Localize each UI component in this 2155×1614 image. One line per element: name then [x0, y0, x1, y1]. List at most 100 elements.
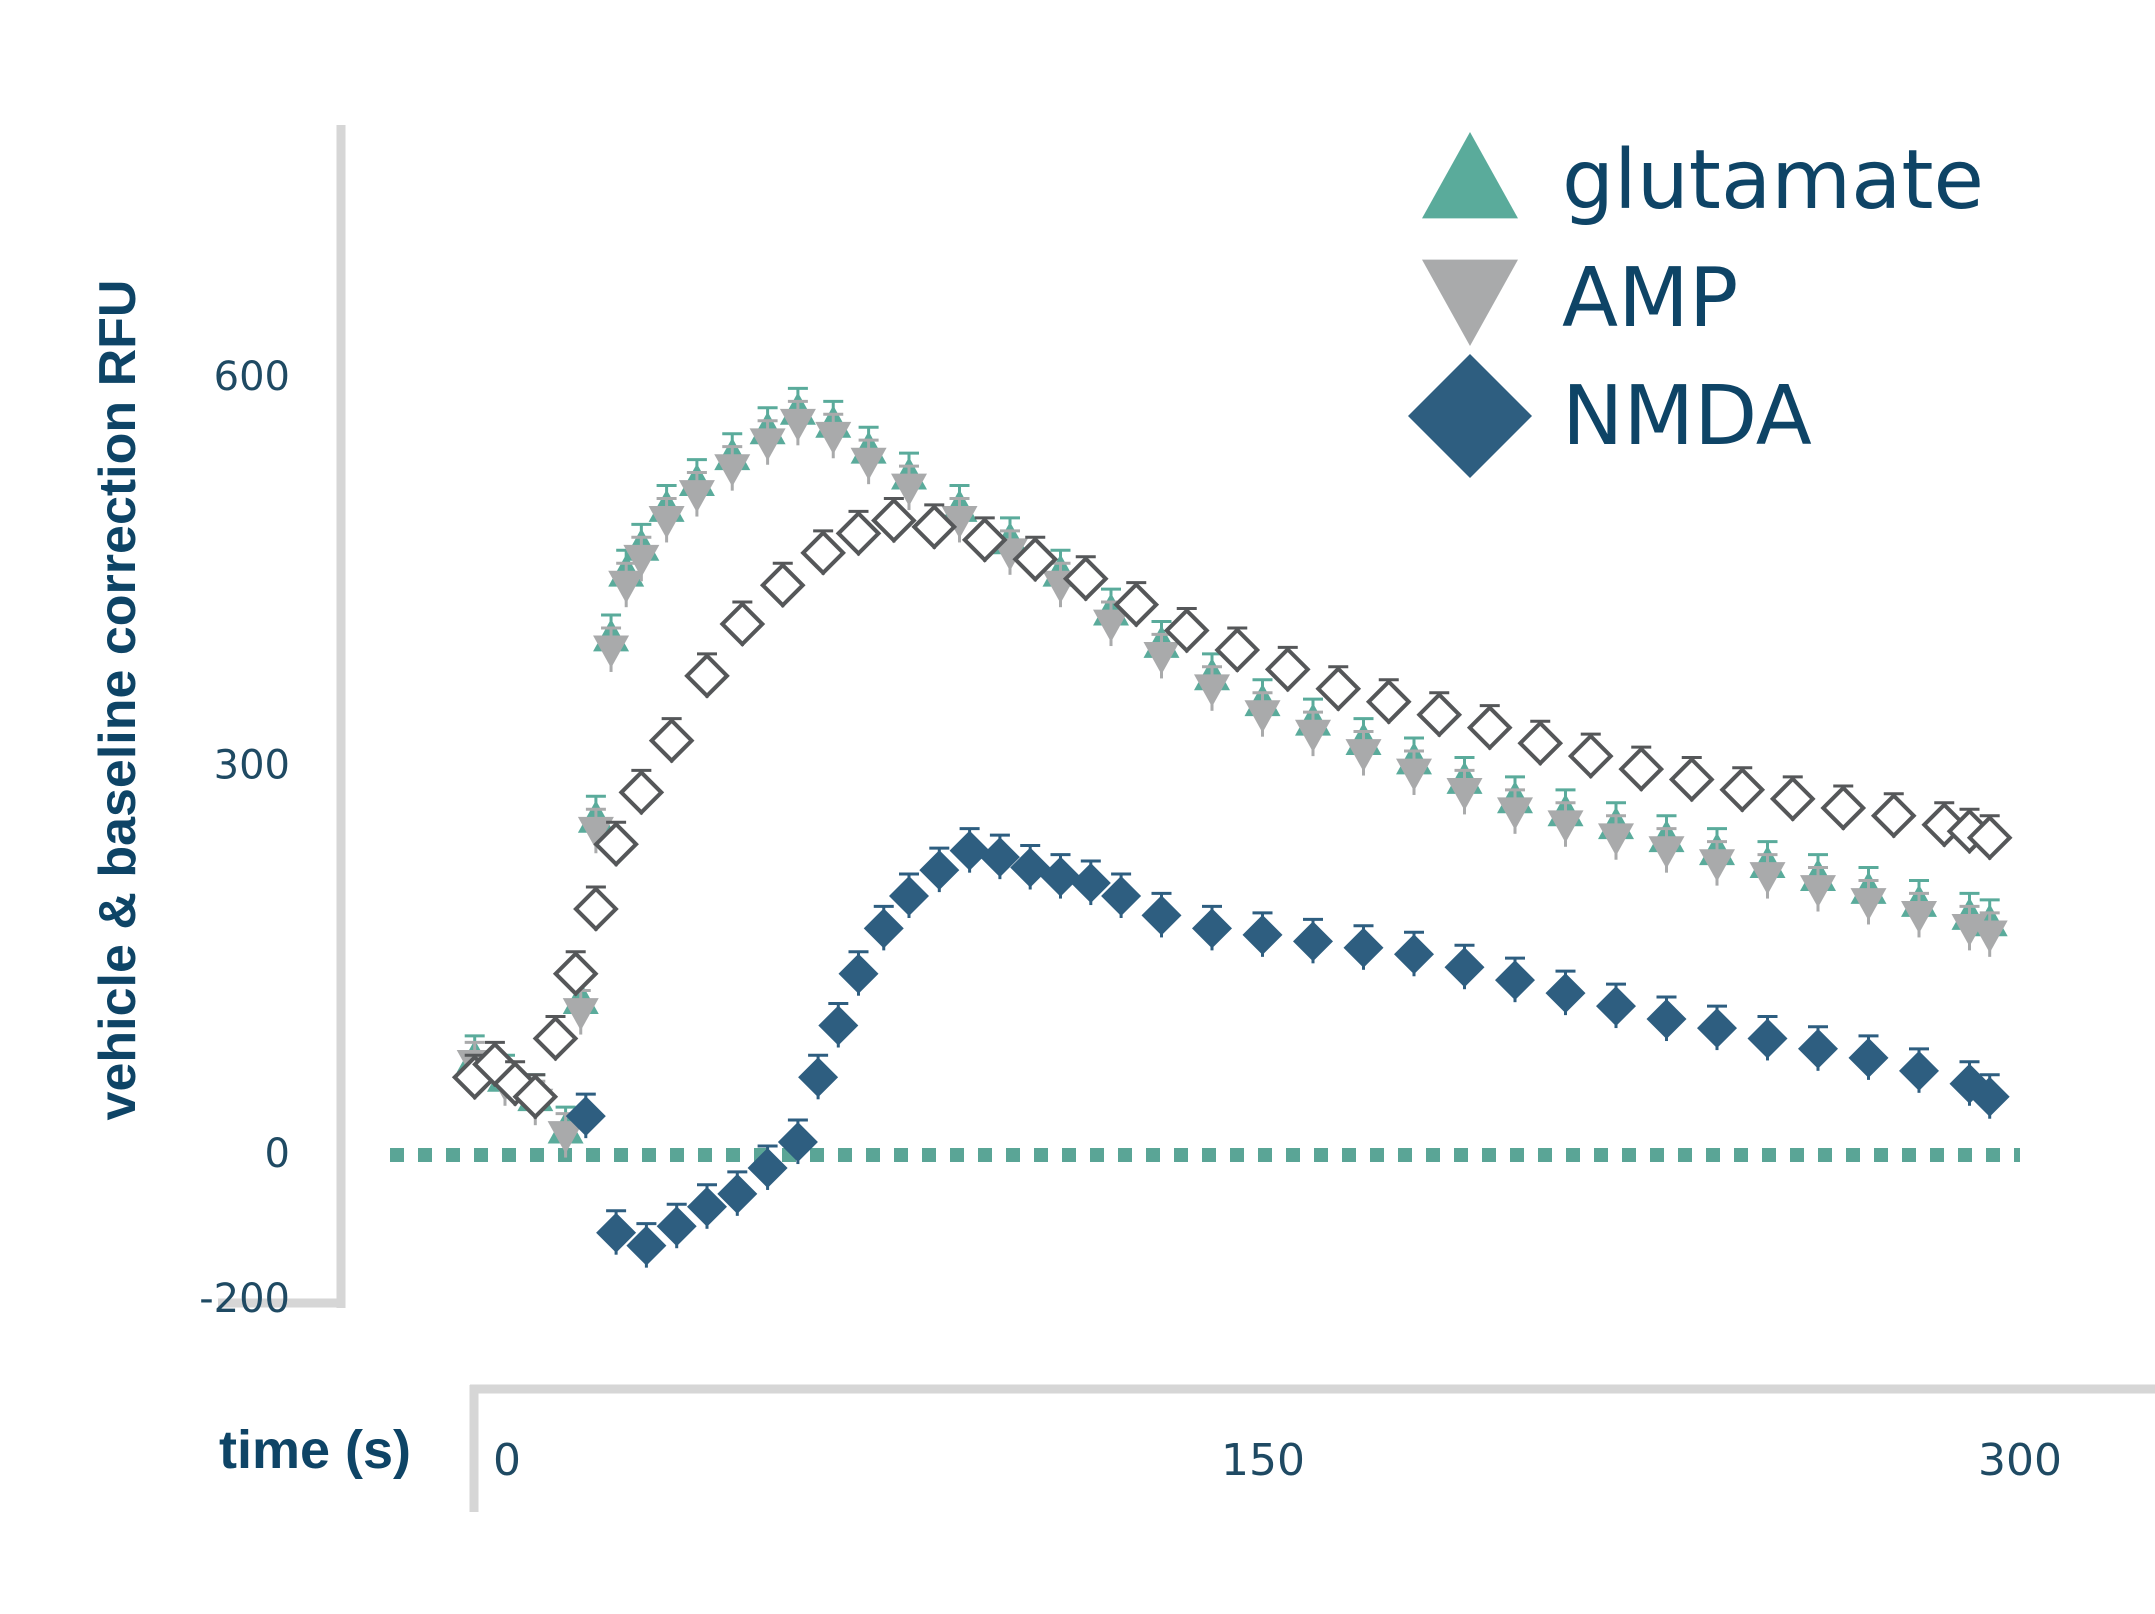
- y-tick-label: 300: [214, 743, 290, 789]
- data-point: [1747, 1018, 1788, 1059]
- data-point: [1901, 901, 1937, 934]
- data-point: [835, 510, 882, 557]
- legend-label: AMP: [1562, 251, 1738, 346]
- data-point: [562, 998, 599, 1031]
- data-point: [1899, 1050, 1939, 1091]
- x-tick-label: 150: [1221, 1435, 1305, 1486]
- data-point: [1295, 719, 1331, 753]
- data-point: [1798, 1028, 1838, 1069]
- data-point: [648, 717, 695, 764]
- data-point: [573, 886, 619, 932]
- data-point: [1466, 704, 1513, 751]
- data-point: [1646, 999, 1687, 1040]
- data-point: [593, 635, 630, 668]
- y-tick-labels: 600 300 0 -200: [199, 354, 290, 1322]
- data-point: [1596, 986, 1636, 1027]
- series-nmda-3: [565, 827, 2010, 1268]
- data-point: [871, 497, 917, 544]
- data-point: [1444, 947, 1485, 988]
- data-point: [1010, 847, 1051, 888]
- data-point: [941, 506, 978, 539]
- data-point: [1697, 1008, 1737, 1049]
- data-point: [1870, 792, 1917, 839]
- data-point: [747, 1147, 788, 1188]
- legend-label: glutamate: [1562, 133, 1984, 228]
- data-point: [1517, 720, 1564, 767]
- y-axis-label: vehicle & baseline correction RFU: [89, 280, 147, 1121]
- data-point: [1648, 836, 1685, 869]
- data-point: [1163, 607, 1210, 654]
- data-point: [1969, 1076, 2010, 1117]
- data-point: [919, 850, 960, 891]
- data-point: [714, 454, 751, 487]
- data-point: [1396, 758, 1432, 791]
- data-point: [1242, 914, 1283, 955]
- legend-item: glutamate: [1422, 132, 1984, 228]
- legend: glutamate AMP NMDA: [1408, 132, 1984, 478]
- data-point: [979, 837, 1020, 878]
- data-point: [1394, 934, 1434, 975]
- data-point: [1567, 733, 1614, 779]
- data-point: [593, 821, 639, 868]
- series-unlabelled-2: [451, 496, 2013, 1120]
- data-point: [779, 408, 816, 442]
- y-tick-label: 600: [214, 354, 290, 400]
- data-point: [596, 1212, 637, 1253]
- data-point: [1113, 581, 1160, 628]
- data-point: [1495, 960, 1535, 1001]
- data-point: [1264, 646, 1311, 693]
- data-point: [1848, 1037, 1889, 1078]
- data-point: [1345, 739, 1382, 772]
- data-point: [684, 653, 730, 699]
- data-point: [552, 950, 599, 997]
- legend-label: NMDA: [1562, 369, 1812, 464]
- data-point: [687, 1186, 727, 1227]
- data-point: [1244, 700, 1281, 733]
- data-point: [719, 601, 766, 647]
- data-point: [1141, 895, 1182, 936]
- x-axis-label: time (s): [219, 1420, 411, 1480]
- legend-triangle-up-icon: [1422, 132, 1518, 219]
- data-point: [1143, 642, 1180, 675]
- data-point: [759, 562, 806, 609]
- data-point: [818, 1005, 859, 1046]
- data-point: [850, 447, 887, 481]
- data-point: [678, 480, 715, 513]
- data-point: [1343, 927, 1384, 968]
- series-layer: [451, 386, 2013, 1268]
- y-tick-label: -200: [199, 1276, 290, 1322]
- legend-item: NMDA: [1408, 354, 1812, 478]
- data-point: [1850, 888, 1887, 921]
- data-point: [512, 1073, 559, 1120]
- data-point: [749, 428, 786, 461]
- data-point: [577, 816, 614, 850]
- data-point: [656, 1206, 697, 1247]
- data-point: [717, 1173, 758, 1214]
- data-point: [1446, 778, 1483, 811]
- data-point: [1749, 862, 1786, 895]
- data-point: [623, 544, 660, 578]
- data-point: [1618, 746, 1665, 792]
- data-point: [911, 504, 958, 550]
- data-point: [618, 769, 665, 816]
- data-point: [863, 908, 904, 949]
- data-point: [1093, 609, 1129, 643]
- data-point: [1971, 920, 2008, 953]
- data-point: [648, 506, 685, 539]
- data-point: [1800, 875, 1836, 908]
- x-tick-labels: 0 150 300: [493, 1435, 2062, 1486]
- data-point: [815, 421, 852, 455]
- data-point: [1315, 665, 1362, 712]
- data-point: [889, 876, 929, 916]
- x-tick-label: 0: [493, 1435, 521, 1486]
- data-point: [777, 1122, 818, 1163]
- data-point: [1192, 908, 1232, 949]
- data-point: [1101, 876, 1142, 916]
- data-point: [1012, 536, 1059, 583]
- data-point: [608, 570, 645, 604]
- data-point: [1699, 849, 1735, 882]
- data-point: [532, 1015, 579, 1062]
- data-point: [961, 517, 1008, 563]
- legend-triangle-down-icon: [1422, 259, 1518, 346]
